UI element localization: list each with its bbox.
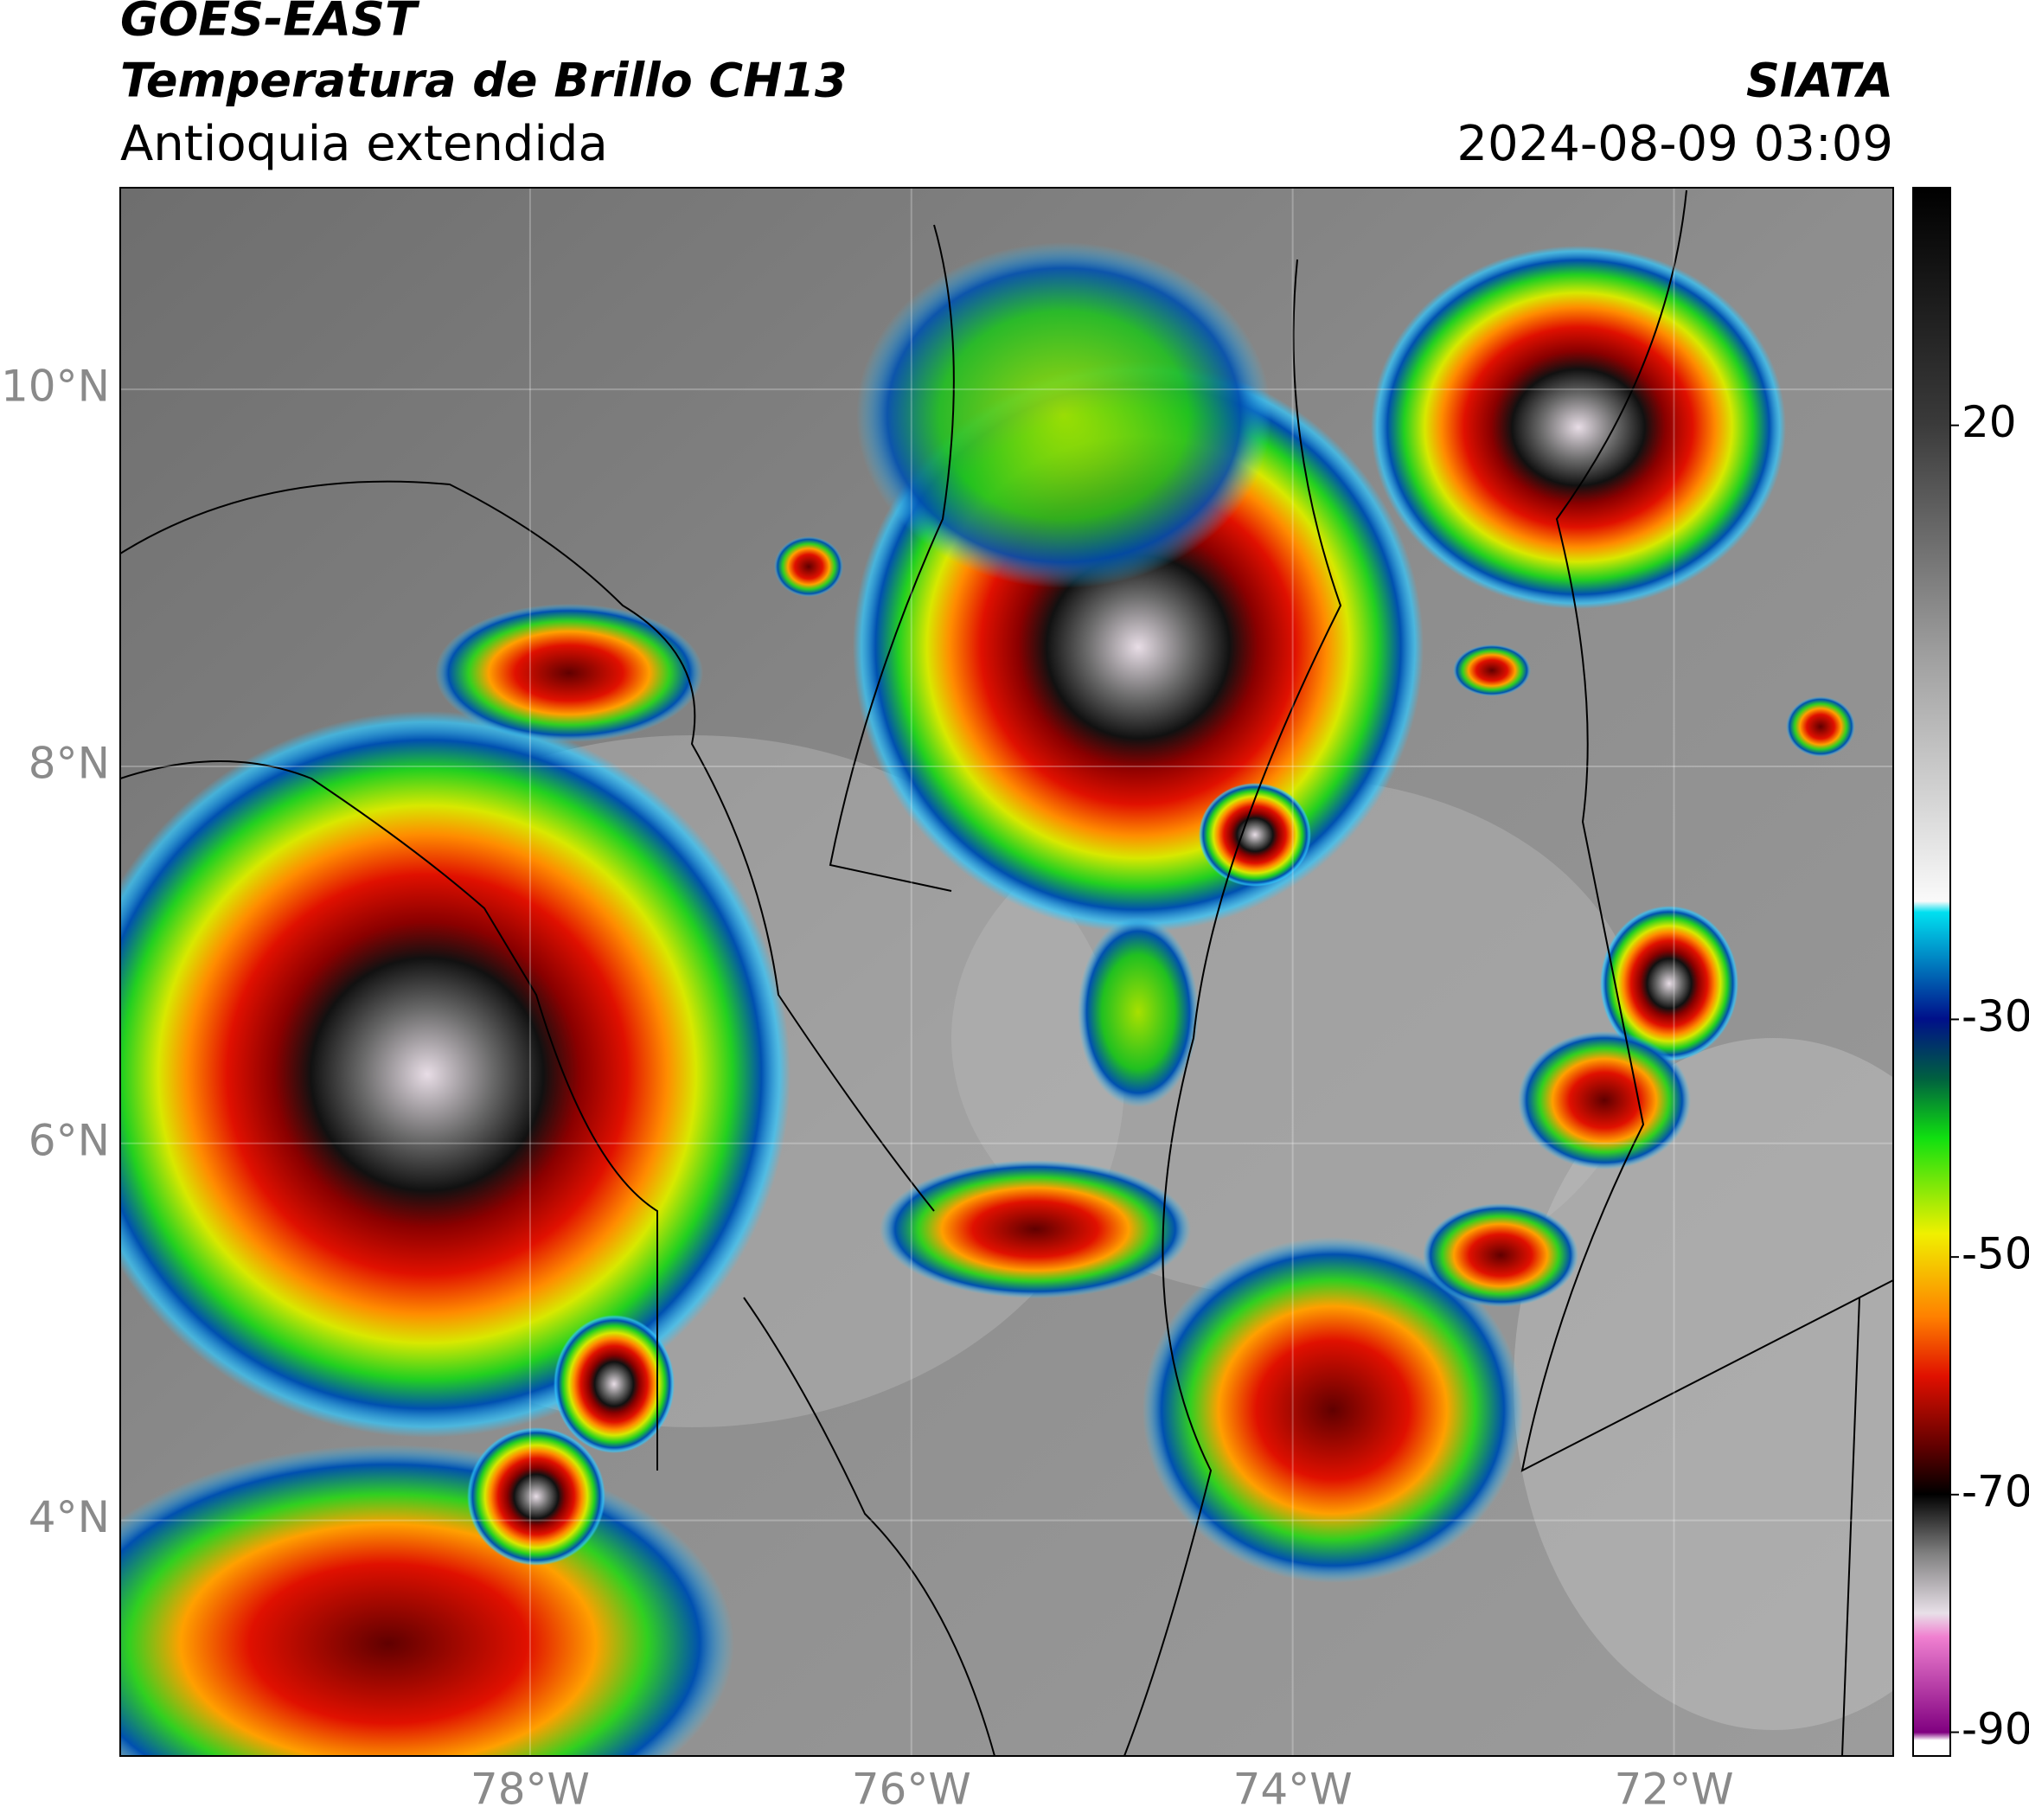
region: Antioquia extendida	[120, 116, 608, 172]
x-tick-label: 72°W	[1614, 1765, 1733, 1815]
y-tick-label: 4°N	[29, 1492, 110, 1542]
map-frame	[119, 187, 1894, 1757]
title: GOES-EAST	[120, 0, 420, 47]
colorbar-tick-label: 20	[1962, 397, 2017, 447]
y-tick-label: 8°N	[29, 738, 110, 788]
x-tick-label: 74°W	[1233, 1765, 1353, 1815]
subtitle: Temperatura de Brillo CH13	[120, 54, 848, 108]
grid	[120, 188, 1893, 1756]
datetime: 2024-08-09 03:09	[1456, 116, 1893, 172]
colorbar-tick-label: -30	[1962, 991, 2029, 1041]
y-tick-label: 6°N	[29, 1115, 110, 1165]
colorbar	[1912, 187, 1951, 1757]
map-image	[120, 188, 1893, 1756]
colorbar-tick-label: -70	[1962, 1466, 2029, 1516]
source: SIATA	[1746, 54, 1893, 108]
y-tick-label: 10°N	[1, 362, 110, 412]
colorbar-tick-label: -90	[1962, 1704, 2029, 1754]
x-tick-label: 78°W	[470, 1765, 590, 1815]
x-tick-label: 76°W	[852, 1765, 971, 1815]
colorbar-tick-label: -50	[1962, 1229, 2029, 1279]
